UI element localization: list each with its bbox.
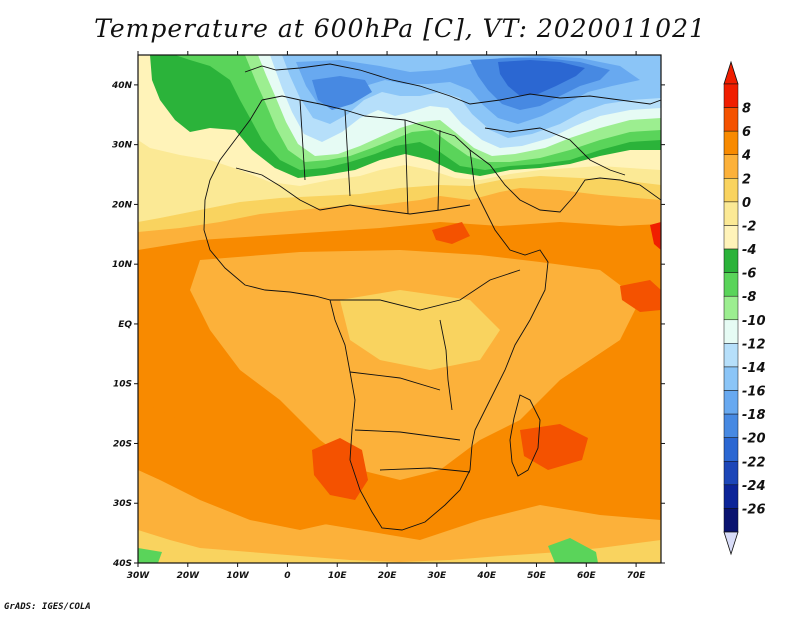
axis-ticks: 40N 30N 20N 10N EQ 10S 20S 30S 40S 30W 20W 10W 0 10E 2… (111, 51, 665, 581)
colorbar-swatch (723, 201, 739, 226)
colorbar-swatch (723, 484, 739, 509)
temperature-field (138, 55, 661, 563)
colorbar-swatch (723, 461, 739, 486)
lon-tick-label: 0 (284, 571, 290, 581)
lon-tick-label: 30E (428, 571, 448, 581)
lat-tick-label: 40N (111, 81, 133, 91)
chart-title: Temperature at 600hPa [C], VT: 202001102… (94, 14, 706, 43)
field-4-6-southatl (138, 400, 360, 530)
colorbar-label: -2 (742, 219, 756, 234)
africa-coast (203, 99, 549, 531)
field-minus22-minus20 (498, 60, 585, 96)
colorbar-swatch (723, 130, 739, 155)
field-6-8-namibia (312, 438, 368, 500)
lat-tick-label: EQ (118, 320, 132, 330)
colorbar-top-arrow (723, 60, 739, 85)
lon-tick-label: 20W (177, 571, 201, 581)
lon-tick-label: 30W (127, 571, 151, 581)
colorbar-label: -10 (742, 314, 766, 329)
colorbar-label: -4 (742, 243, 756, 258)
field-6-8-sudan (432, 222, 470, 244)
field-8-east-edge (650, 222, 661, 250)
colorbar-swatch (723, 248, 739, 273)
colorbar-swatch (723, 295, 739, 321)
lon-tick-label: 10W (226, 571, 250, 581)
colorbar-label: -12 (742, 337, 766, 352)
colorbar-label: -6 (742, 267, 756, 282)
field-0-2-congo (340, 290, 500, 370)
colorbar-swatch (723, 343, 739, 368)
field-minus20-west-med (312, 76, 372, 110)
colorbar-bottom-arrow (723, 531, 739, 556)
colorbar-swatch (723, 272, 739, 297)
colorbar-label: 2 (742, 172, 751, 187)
colorbar-label: -18 (742, 408, 766, 423)
lon-tick-label: 20E (378, 571, 398, 581)
colorbar-label: 0 (742, 196, 751, 211)
colorbar-swatch (723, 508, 739, 533)
colorbar-swatch (723, 390, 739, 415)
colorbar-label: -26 (742, 502, 766, 517)
north-africa-coast (261, 95, 471, 151)
madagascar (509, 394, 541, 477)
lon-tick-label: 50E (527, 571, 547, 581)
lat-tick-label: 40S (112, 559, 132, 569)
lat-tick-label: 30S (113, 499, 132, 509)
southern-borders (349, 371, 471, 473)
lon-tick-label: 40E (476, 571, 497, 581)
field-6-8-indian-ocean (520, 424, 588, 470)
coastlines (203, 63, 661, 531)
lat-tick-label: 10S (113, 380, 132, 390)
lat-tick-label: 20S (113, 439, 132, 449)
field-minus8-south-indian (548, 538, 598, 563)
lon-tick-label: 60E (577, 571, 597, 581)
colorbar: 8 6 4 2 0 -2 -4 -6 -8 -10 -12 -14 -16 -18 -20 -22 -24 -26 (723, 60, 766, 556)
colorbar-swatch (723, 319, 739, 344)
field-0-2-south (138, 530, 661, 563)
middle-east-border (484, 127, 626, 176)
colorbar-swatch (723, 107, 739, 132)
colorbar-label: -14 (742, 361, 766, 376)
field-6-8-east (620, 280, 661, 312)
colorbar-swatch (723, 154, 739, 179)
colorbar-label: 8 (742, 102, 751, 117)
colorbar-label: -22 (742, 455, 766, 470)
footer-credit: GrADS: IGES/COLA (4, 602, 91, 612)
sahel-border (235, 167, 471, 215)
colorbar-swatch (723, 437, 739, 462)
lon-tick-label: 10E (328, 571, 348, 581)
field-minus8-sw-corner (138, 548, 162, 563)
colorbar-swatch (723, 413, 739, 438)
colorbar-swatch (723, 178, 739, 203)
colorbar-swatch (723, 83, 739, 108)
lat-tick-label: 10N (112, 260, 133, 270)
colorbar-label: -24 (742, 479, 766, 494)
map-frame (137, 54, 662, 564)
colorbar-label: -8 (742, 290, 756, 305)
central-borders (330, 269, 521, 311)
colorbar-label: -16 (742, 385, 766, 400)
colorbar-label: 6 (742, 125, 751, 140)
colorbar-swatch (723, 225, 739, 250)
colorbar-label: 4 (741, 149, 751, 164)
mediterranean-north-coast (244, 63, 661, 105)
arabian-peninsula (469, 149, 661, 213)
lon-tick-label: 70E (627, 571, 647, 581)
lat-tick-label: 20N (112, 200, 133, 210)
colorbar-swatch (723, 366, 739, 391)
colorbar-label: -20 (742, 432, 766, 447)
saharan-borders (299, 99, 441, 215)
lat-tick-label: 30N (112, 141, 133, 151)
great-lakes-chain (439, 319, 453, 411)
